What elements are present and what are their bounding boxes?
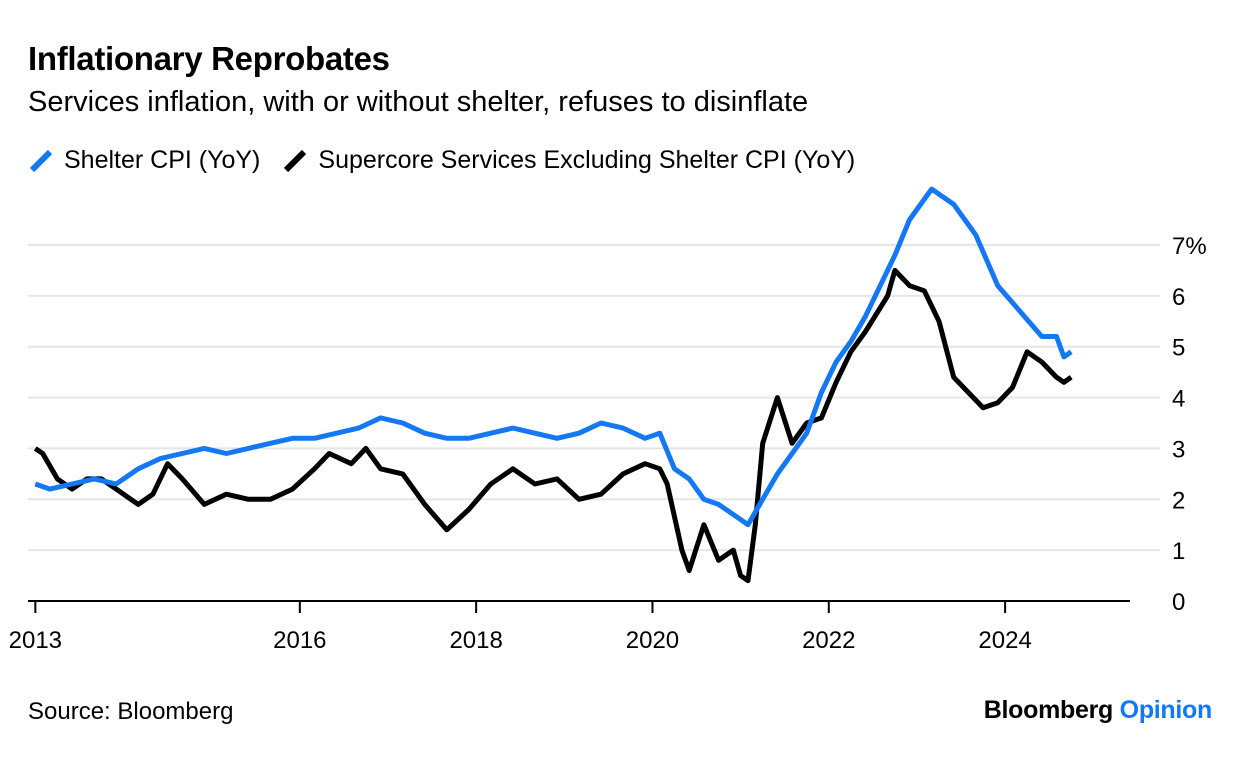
y-tick-label-7: 7% (1172, 233, 1207, 260)
series-lines (33, 186, 1073, 584)
x-tick-label-2024: 2024 (978, 627, 1031, 654)
brand-accent: Opinion (1119, 696, 1213, 724)
y-tick-label-4: 4 (1172, 386, 1185, 413)
x-tick-label-2020: 2020 (626, 627, 679, 654)
legend-swatch-supercore-icon (284, 149, 307, 172)
legend-item-supercore: Supercore Services Excluding Shelter CPI… (282, 146, 855, 175)
series-line-supercore (33, 267, 1073, 584)
legend: Shelter CPI (YoY) Supercore Services Exc… (28, 146, 877, 175)
y-tick-label-6: 6 (1172, 284, 1185, 311)
chart-title: Inflationary Reprobates (28, 40, 390, 77)
y-tick-label-5: 5 (1172, 335, 1185, 362)
grid-lines (28, 244, 1160, 552)
x-tick-label-2022: 2022 (802, 627, 855, 654)
legend-swatch-shelter-icon (29, 149, 53, 172)
x-axis (28, 600, 1130, 613)
x-axis-tick-labels: 2013 2016 2018 2020 2022 2024 (9, 627, 1032, 654)
y-tick-label-1: 1 (1172, 538, 1185, 565)
source-note: Source: Bloomberg (28, 698, 234, 725)
legend-item-shelter: Shelter CPI (YoY) (28, 146, 260, 175)
x-tick-label-2016: 2016 (273, 627, 326, 654)
brand-main: Bloomberg (983, 696, 1114, 724)
brand-logo: Bloomberg Opinion (983, 696, 1213, 725)
x-tick-label-2013: 2013 (9, 627, 62, 654)
y-axis-tick-labels: 0 1 2 3 4 5 6 7% (1172, 233, 1207, 616)
x-tick-label-2018: 2018 (449, 627, 502, 654)
y-tick-label-3: 3 (1172, 436, 1185, 463)
chart-subtitle: Services inflation, with or without shel… (28, 86, 809, 118)
series-line-shelter (34, 186, 1073, 528)
legend-label-shelter: Shelter CPI (YoY) (64, 146, 261, 174)
legend-label-supercore: Supercore Services Excluding Shelter CPI… (318, 146, 856, 174)
y-tick-label-0: 0 (1172, 589, 1185, 616)
y-tick-label-2: 2 (1172, 487, 1185, 514)
